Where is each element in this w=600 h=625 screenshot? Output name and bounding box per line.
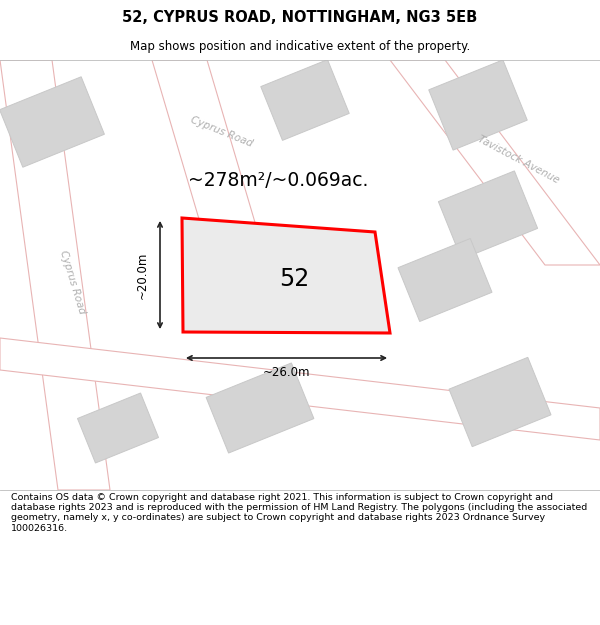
Text: 52, CYPRUS ROAD, NOTTINGHAM, NG3 5EB: 52, CYPRUS ROAD, NOTTINGHAM, NG3 5EB [122,11,478,26]
Polygon shape [449,357,551,447]
Polygon shape [429,60,527,150]
Polygon shape [77,393,158,463]
Polygon shape [439,171,538,259]
Text: ~20.0m: ~20.0m [136,251,149,299]
Text: Tavistock Avenue: Tavistock Avenue [476,134,560,186]
Text: Cyprus Road: Cyprus Road [58,249,86,315]
Text: Map shows position and indicative extent of the property.: Map shows position and indicative extent… [130,40,470,53]
Polygon shape [0,77,104,168]
Text: Contains OS data © Crown copyright and database right 2021. This information is : Contains OS data © Crown copyright and d… [11,492,587,533]
Polygon shape [261,59,349,141]
Text: ~278m²/~0.069ac.: ~278m²/~0.069ac. [188,171,368,189]
Text: Cyprus Road: Cyprus Road [190,115,254,149]
Text: ~26.0m: ~26.0m [263,366,310,379]
Polygon shape [152,60,272,280]
Polygon shape [398,239,492,321]
Text: 52: 52 [280,267,310,291]
Polygon shape [206,363,314,453]
Polygon shape [0,60,110,490]
Polygon shape [182,218,390,333]
Polygon shape [390,60,600,265]
Polygon shape [0,338,600,440]
